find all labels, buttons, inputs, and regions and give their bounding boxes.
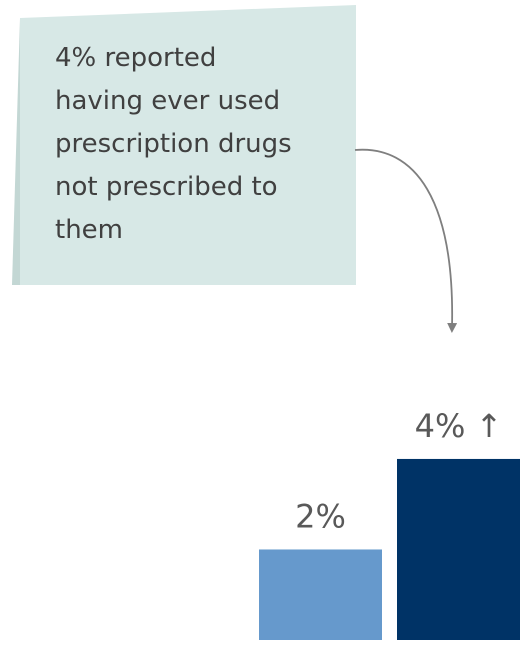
- callout-line-2: having ever used: [55, 86, 280, 116]
- callout-text: 4% reported having ever used prescriptio…: [55, 43, 300, 245]
- callout-shape: [20, 5, 356, 285]
- bars-layer: [259, 458, 520, 640]
- bar-1: [259, 549, 382, 640]
- value-label-2: 4% ↑: [415, 407, 503, 445]
- callout-box: 4% reported having ever used prescriptio…: [12, 5, 356, 285]
- value-label-1: 2%: [295, 497, 346, 535]
- connector-arrow: [354, 148, 458, 333]
- callout-line-5: them: [55, 215, 123, 245]
- callout-line-4: not prescribed to: [55, 172, 278, 202]
- bar-2: [397, 458, 520, 640]
- callout-shadow: [12, 18, 20, 285]
- value-labels-layer: 2% 4% ↑: [295, 407, 502, 536]
- callout-line-3: prescription drugs: [55, 129, 292, 159]
- callout-line-1: 4% reported: [55, 43, 216, 73]
